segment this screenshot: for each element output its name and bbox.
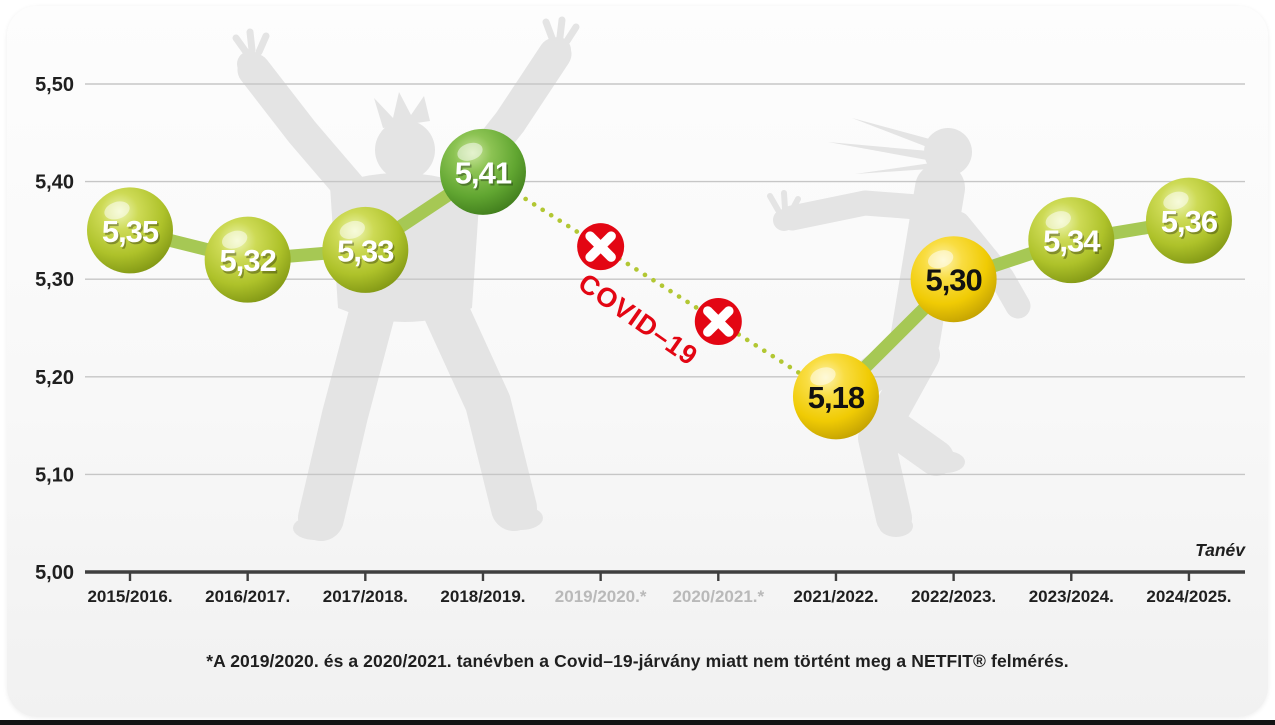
data-point-label-shadow: 5,32 — [221, 245, 277, 280]
data-point-gloss — [457, 142, 483, 161]
data-point-gloss — [1163, 191, 1189, 210]
x-tick-label: 2022/2023. — [911, 587, 996, 606]
covid-x-icon — [577, 223, 625, 271]
x-tick-label: 2023/2024. — [1029, 587, 1114, 606]
x-axis-title: Tanév — [1195, 540, 1246, 560]
jumping-boy-silhouette — [232, 16, 580, 541]
x-tick-label: 2018/2019. — [440, 587, 525, 606]
covid-gap-dotted-line — [480, 169, 839, 399]
data-line — [123, 165, 1196, 403]
data-point-label: 5,35 — [102, 214, 159, 249]
dotted-trend-line — [480, 169, 839, 399]
x-tick-label: 2021/2022. — [793, 587, 878, 606]
trend-line-segment — [123, 165, 490, 267]
data-point-label: 5,30 — [925, 263, 981, 298]
x-tick-label: 2024/2025. — [1146, 587, 1231, 606]
data-point-label: 5,36 — [1161, 204, 1218, 239]
data-point: 5,365,36 — [1145, 177, 1232, 264]
data-point-label: 5,18 — [808, 380, 865, 415]
axis-labels: 5,00 5,10 5,20 5,30 5,40 5,50 2015/2016. 2016/2… — [35, 74, 1246, 606]
x-tick-label: 2015/2016. — [87, 587, 172, 606]
covid-annotation-group: COVID–19 — [573, 223, 742, 372]
data-point-label: 5,33 — [337, 233, 394, 268]
data-points: 5,355,35 5,325,32 5,335,33 5,415,41 5,18 5,30… — [87, 128, 1232, 440]
data-point-gloss — [927, 250, 954, 269]
data-point-label-shadow: 5,41 — [456, 157, 513, 192]
data-point-gloss — [810, 367, 836, 386]
y-tick-label: 5,30 — [35, 269, 74, 291]
covid-x-icon — [694, 297, 742, 345]
data-point: 5,18 — [792, 353, 879, 440]
data-point: 5,415,41 — [439, 128, 526, 215]
trend-line-segment — [829, 214, 1196, 403]
y-tick-label: 5,00 — [35, 562, 74, 584]
x-tick-label-muted: 2020/2021.* — [672, 587, 764, 606]
data-point: 5,325,32 — [204, 216, 291, 303]
y-tick-label: 5,50 — [35, 74, 74, 96]
y-tick-label: 5,40 — [35, 172, 74, 194]
data-point-label-shadow: 5,34 — [1045, 226, 1103, 261]
covid-label: COVID–19 — [573, 268, 704, 372]
x-tick-label: 2016/2017. — [205, 587, 290, 606]
data-point-gloss — [104, 201, 130, 220]
data-point-label-shadow: 5,35 — [103, 216, 160, 251]
data-point-gloss — [222, 230, 248, 249]
data-point-gloss — [339, 220, 365, 239]
covid-x-stroke — [585, 231, 616, 262]
data-point-label: 5,32 — [219, 243, 275, 278]
bottom-bar — [0, 720, 1275, 725]
covid-x-stroke — [703, 306, 734, 337]
x-tick-label-muted: 2019/2020.* — [555, 587, 647, 606]
x-tick-label: 2017/2018. — [323, 587, 408, 606]
data-point-label-shadow: 5,33 — [339, 236, 396, 271]
data-point-gloss — [1045, 211, 1071, 230]
data-point-label: 5,41 — [455, 155, 512, 190]
y-tick-label: 5,10 — [35, 464, 74, 486]
netfit-line-chart: COVID–19 5,355,355,325,32 5,335,335,415,4… — [35, 16, 1246, 606]
data-point-label-shadow: 5,36 — [1162, 206, 1219, 241]
decor-silhouettes — [232, 16, 1031, 541]
data-point: 5,30 — [910, 236, 997, 323]
data-point: 5,345,34 — [1028, 197, 1115, 284]
x-axis — [85, 570, 1245, 581]
footnote: *A 2019/2020. és a 2020/2021. tanévben a… — [206, 651, 1069, 671]
y-tick-label: 5,20 — [35, 367, 74, 389]
data-point: 5,335,33 — [322, 206, 409, 293]
data-point: 5,355,35 — [87, 187, 173, 274]
data-point-label: 5,34 — [1043, 224, 1101, 259]
chart-card: COVID–19 5,35 5,35 5,32 5,32 5,33 5,33 5,41 5,4… — [7, 6, 1268, 717]
